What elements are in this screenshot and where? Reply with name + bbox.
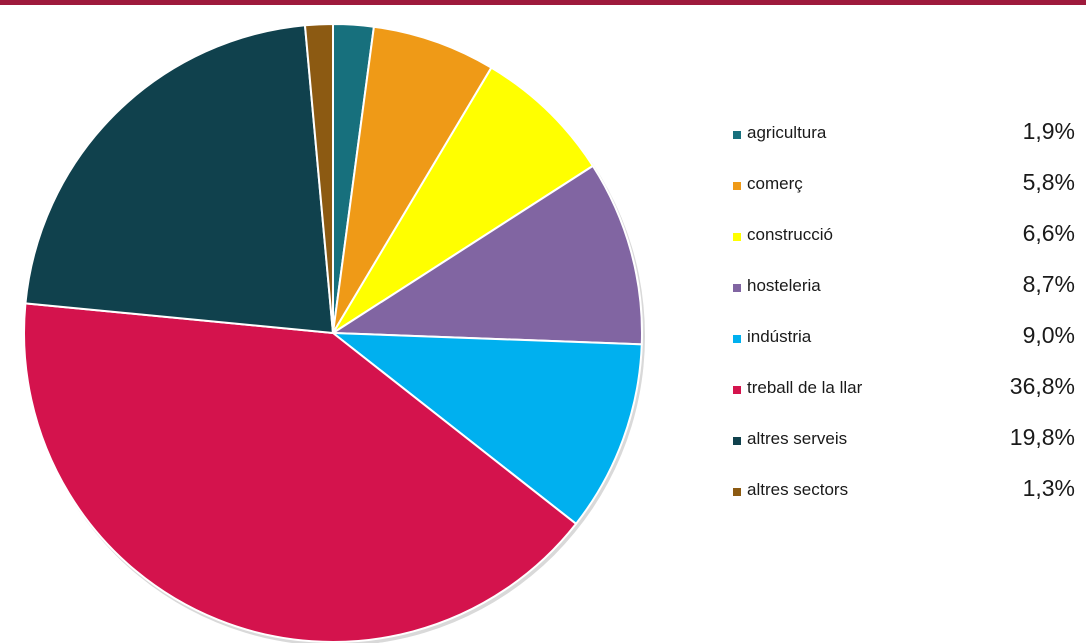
legend-label: comerç [747,174,803,193]
legend-item: comerç 5,8% [733,169,1083,220]
legend-value: 6,6% [1022,220,1075,246]
pie-slice-treball-de-la-llar [23,302,578,643]
legend-label: altres sectors [747,480,849,499]
legend-swatch [733,335,741,343]
pie-slice-altres-sectors [303,22,334,334]
legend-value: 8,7% [1022,271,1075,297]
legend-item: construcció 6,6% [733,220,1083,271]
legend-swatch [733,233,741,241]
legend-swatch [733,131,741,139]
legend-value: 36,8% [1009,373,1075,399]
legend-value: 9,0% [1022,322,1075,348]
legend-value: 1,9% [1022,118,1075,144]
legend-swatch [733,488,741,496]
legend-value: 19,8% [1009,424,1075,450]
legend-label: construcció [747,225,833,244]
legend-label: agricultura [747,123,827,142]
legend-value: 5,8% [1022,169,1075,195]
pie-slice-indústria [332,332,643,525]
legend-item: altres sectors 1,3% [733,475,1083,526]
legend-swatch [733,284,741,292]
pie-slice-construcció [332,66,594,334]
legend-label: altres serveis [747,429,848,448]
legend-swatch [733,182,741,190]
legend-label: hosteleria [747,276,821,295]
legend-item: indústria 9,0% [733,322,1083,373]
legend-label: indústria [747,327,812,346]
pie-slice-hosteleria [332,164,643,346]
chart-legend: agricultura 1,9% comerç 5,8% construcció 6,6%… [733,118,1083,526]
pie-slice-comerç [332,25,493,334]
legend-swatch [733,386,741,394]
legend-swatch [733,437,741,445]
pie-chart [23,22,645,643]
pie-slice-altres-serveis [24,24,334,334]
legend-item: treball de la llar 36,8% [733,373,1083,424]
legend-label: treball de la llar [747,378,863,397]
header-accent-bar [0,0,1086,5]
legend-item: altres serveis 19,8% [733,424,1083,475]
legend-value: 1,3% [1022,475,1075,501]
legend-item: hosteleria 8,7% [733,271,1083,322]
legend-item: agricultura 1,9% [733,118,1083,169]
